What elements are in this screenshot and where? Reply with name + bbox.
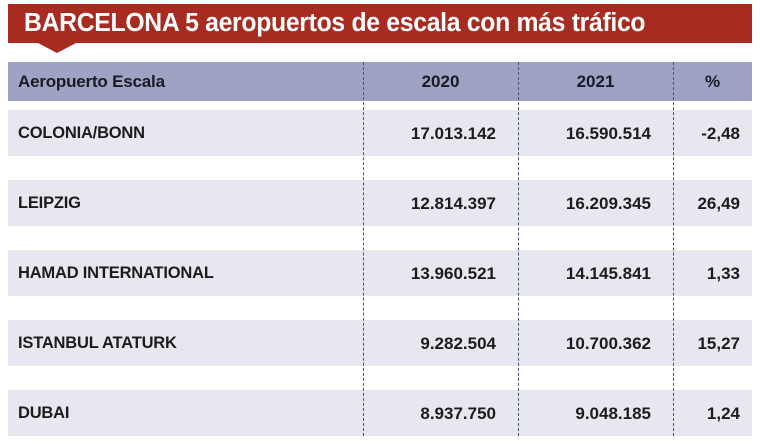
column-header-airport: Aeropuerto Escala (18, 72, 165, 91)
table-row: COLONIA/BONN 17.013.142 16.590.514 -2,48 (8, 110, 752, 156)
cell-airport: COLONIA/BONN (18, 123, 145, 142)
cell-2021: 16.590.514 (565, 123, 651, 143)
table-row: HAMAD INTERNATIONAL 13.960.521 14.145.84… (8, 250, 752, 296)
cell-airport: ISTANBUL ATATURK (18, 333, 177, 352)
page-title: BARCELONA 5 aeropuertos de escala con má… (24, 8, 646, 37)
cell-2020: 17.013.142 (410, 123, 496, 143)
title-banner: BARCELONA 5 aeropuertos de escala con má… (8, 4, 752, 43)
table-row: LEIPZIG 12.814.397 16.209.345 26,49 (8, 180, 752, 226)
cell-percent: -2,48 (701, 123, 740, 143)
cell-percent: 26,49 (697, 193, 740, 213)
banner-notch-triangle (38, 43, 76, 53)
cell-2020: 9.282.504 (420, 333, 496, 353)
table-row: DUBAI 8.937.750 9.048.185 1,24 (8, 390, 752, 436)
cell-airport: LEIPZIG (18, 193, 81, 212)
data-table: Aeropuerto Escala 2020 2021 % COLONIA/BO… (8, 62, 752, 436)
cell-airport: HAMAD INTERNATIONAL (18, 263, 214, 282)
cell-2020: 12.814.397 (410, 193, 496, 213)
cell-2021: 9.048.185 (575, 403, 651, 423)
table-row: ISTANBUL ATATURK 9.282.504 10.700.362 15… (8, 320, 752, 366)
table-header-row: Aeropuerto Escala 2020 2021 % (8, 62, 752, 101)
cell-percent: 15,27 (697, 333, 740, 353)
column-header-2020: 2020 (421, 72, 460, 91)
column-header-2021: 2021 (576, 72, 615, 91)
cell-2021: 10.700.362 (565, 333, 651, 353)
cell-percent: 1,33 (706, 263, 740, 283)
cell-2021: 16.209.345 (565, 193, 651, 213)
cell-2020: 8.937.750 (420, 403, 496, 423)
cell-airport: DUBAI (18, 403, 70, 422)
cell-2020: 13.960.521 (410, 263, 496, 283)
column-header-percent: % (704, 72, 721, 91)
cell-2021: 14.145.841 (565, 263, 651, 283)
cell-percent: 1,24 (706, 403, 740, 423)
